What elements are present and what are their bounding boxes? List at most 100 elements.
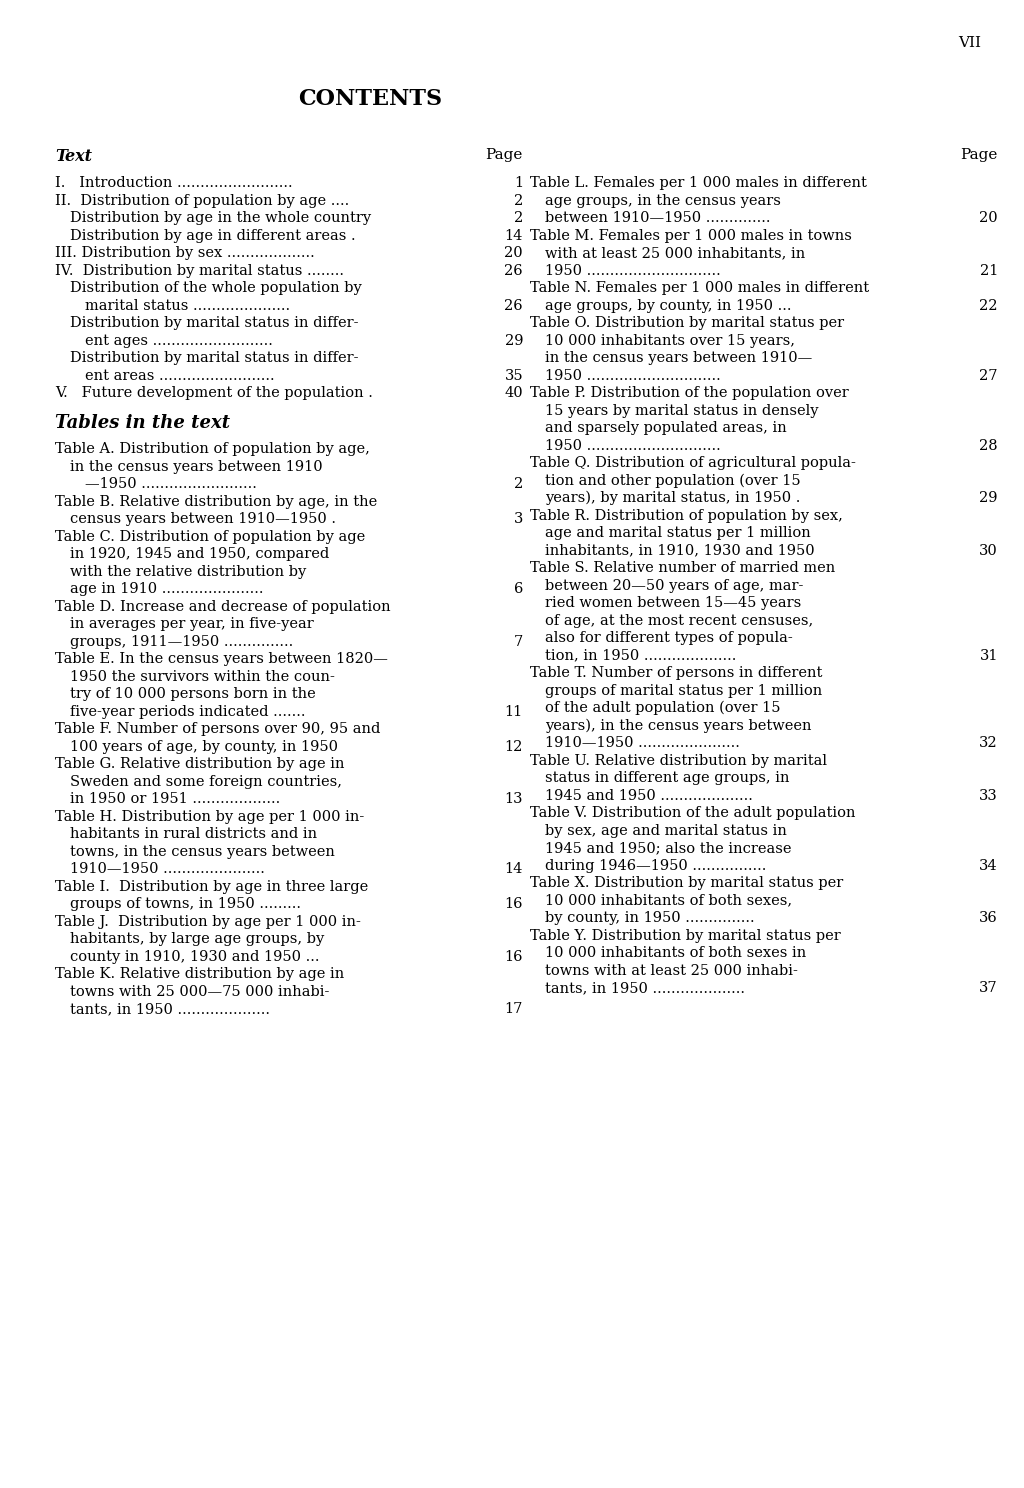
Text: VII: VII bbox=[958, 36, 981, 51]
Text: also for different types of popula-: also for different types of popula- bbox=[545, 631, 793, 644]
Text: Table A. Distribution of population by age,: Table A. Distribution of population by a… bbox=[55, 442, 370, 455]
Text: Table V. Distribution of the adult population: Table V. Distribution of the adult popul… bbox=[530, 806, 855, 820]
Text: Distribution of the whole population by: Distribution of the whole population by bbox=[70, 281, 361, 295]
Text: Table J.  Distribution by age per 1 000 in-: Table J. Distribution by age per 1 000 i… bbox=[55, 915, 360, 929]
Text: groups of towns, in 1950 .........: groups of towns, in 1950 ......... bbox=[70, 897, 301, 911]
Text: towns with 25 000—75 000 inhabi-: towns with 25 000—75 000 inhabi- bbox=[70, 985, 330, 998]
Text: 1950 .............................: 1950 ............................. bbox=[545, 263, 721, 277]
Text: age groups, by county, in 1950 ...: age groups, by county, in 1950 ... bbox=[545, 299, 792, 312]
Text: 1950 the survivors within the coun-: 1950 the survivors within the coun- bbox=[70, 670, 335, 683]
Text: Table P. Distribution of the population over: Table P. Distribution of the population … bbox=[530, 385, 849, 400]
Text: 22: 22 bbox=[980, 299, 998, 312]
Text: II.  Distribution of population by age ....: II. Distribution of population by age ..… bbox=[55, 193, 349, 207]
Text: in 1950 or 1951 ...................: in 1950 or 1951 ................... bbox=[70, 792, 281, 806]
Text: Table Q. Distribution of agricultural popula-: Table Q. Distribution of agricultural po… bbox=[530, 455, 856, 470]
Text: Distribution by age in different areas .: Distribution by age in different areas . bbox=[70, 229, 355, 243]
Text: Table S. Relative number of married men: Table S. Relative number of married men bbox=[530, 561, 836, 574]
Text: Distribution by marital status in differ-: Distribution by marital status in differ… bbox=[70, 351, 358, 365]
Text: Table T. Number of persons in different: Table T. Number of persons in different bbox=[530, 667, 822, 680]
Text: 12: 12 bbox=[505, 740, 523, 753]
Text: Table L. Females per 1 000 males in different: Table L. Females per 1 000 males in diff… bbox=[530, 176, 867, 190]
Text: status in different age groups, in: status in different age groups, in bbox=[545, 771, 790, 786]
Text: 20: 20 bbox=[505, 246, 523, 260]
Text: 2: 2 bbox=[514, 193, 523, 207]
Text: and sparsely populated areas, in: and sparsely populated areas, in bbox=[545, 421, 786, 434]
Text: 10 000 inhabitants over 15 years,: 10 000 inhabitants over 15 years, bbox=[545, 333, 795, 348]
Text: try of 10 000 persons born in the: try of 10 000 persons born in the bbox=[70, 687, 315, 701]
Text: in averages per year, in five-year: in averages per year, in five-year bbox=[70, 618, 313, 631]
Text: Table B. Relative distribution by age, in the: Table B. Relative distribution by age, i… bbox=[55, 494, 377, 509]
Text: inhabitants, in 1910, 1930 and 1950: inhabitants, in 1910, 1930 and 1950 bbox=[545, 543, 815, 558]
Text: 100 years of age, by county, in 1950: 100 years of age, by county, in 1950 bbox=[70, 740, 338, 753]
Text: of the adult population (over 15: of the adult population (over 15 bbox=[545, 701, 780, 716]
Text: Table N. Females per 1 000 males in different: Table N. Females per 1 000 males in diff… bbox=[530, 281, 869, 295]
Text: 29: 29 bbox=[505, 333, 523, 348]
Text: Sweden and some foreign countries,: Sweden and some foreign countries, bbox=[70, 774, 342, 789]
Text: 32: 32 bbox=[979, 737, 998, 750]
Text: 16: 16 bbox=[505, 949, 523, 964]
Text: towns, in the census years between: towns, in the census years between bbox=[70, 845, 335, 859]
Text: Table C. Distribution of population by age: Table C. Distribution of population by a… bbox=[55, 530, 366, 543]
Text: 2: 2 bbox=[514, 211, 523, 225]
Text: 2: 2 bbox=[514, 478, 523, 491]
Text: 1945 and 1950; also the increase: 1945 and 1950; also the increase bbox=[545, 841, 792, 856]
Text: Table Y. Distribution by marital status per: Table Y. Distribution by marital status … bbox=[530, 929, 841, 942]
Text: 11: 11 bbox=[505, 704, 523, 719]
Text: 29: 29 bbox=[980, 491, 998, 504]
Text: —1950 .........................: —1950 ......................... bbox=[85, 478, 257, 491]
Text: 6: 6 bbox=[514, 582, 523, 597]
Text: Table I.  Distribution by age in three large: Table I. Distribution by age in three la… bbox=[55, 879, 369, 893]
Text: 1910—1950 ......................: 1910—1950 ...................... bbox=[70, 862, 265, 876]
Text: 1910—1950 ......................: 1910—1950 ...................... bbox=[545, 737, 740, 750]
Text: habitants in rural districts and in: habitants in rural districts and in bbox=[70, 827, 317, 841]
Text: Distribution by marital status in differ-: Distribution by marital status in differ… bbox=[70, 315, 358, 330]
Text: age groups, in the census years: age groups, in the census years bbox=[545, 193, 781, 207]
Text: tion, in 1950 ....................: tion, in 1950 .................... bbox=[545, 649, 736, 662]
Text: 20: 20 bbox=[979, 211, 998, 225]
Text: 35: 35 bbox=[505, 369, 523, 382]
Text: 3: 3 bbox=[514, 512, 523, 525]
Text: 1: 1 bbox=[514, 176, 523, 190]
Text: Table F. Number of persons over 90, 95 and: Table F. Number of persons over 90, 95 a… bbox=[55, 722, 380, 737]
Text: towns with at least 25 000 inhabi-: towns with at least 25 000 inhabi- bbox=[545, 964, 798, 978]
Text: in 1920, 1945 and 1950, compared: in 1920, 1945 and 1950, compared bbox=[70, 548, 330, 561]
Text: 1945 and 1950 ....................: 1945 and 1950 .................... bbox=[545, 789, 753, 802]
Text: Table O. Distribution by marital status per: Table O. Distribution by marital status … bbox=[530, 315, 844, 330]
Text: in the census years between 1910: in the census years between 1910 bbox=[70, 460, 323, 473]
Text: 28: 28 bbox=[979, 439, 998, 452]
Text: tion and other population (over 15: tion and other population (over 15 bbox=[545, 473, 801, 488]
Text: years), by marital status, in 1950 .: years), by marital status, in 1950 . bbox=[545, 491, 801, 506]
Text: years), in the census years between: years), in the census years between bbox=[545, 719, 811, 734]
Text: 10 000 inhabitants of both sexes in: 10 000 inhabitants of both sexes in bbox=[545, 946, 806, 960]
Text: 31: 31 bbox=[980, 649, 998, 662]
Text: five-year periods indicated .......: five-year periods indicated ....... bbox=[70, 704, 305, 719]
Text: with at least 25 000 inhabitants, in: with at least 25 000 inhabitants, in bbox=[545, 246, 805, 260]
Text: 15 years by marital status in densely: 15 years by marital status in densely bbox=[545, 403, 818, 418]
Text: Tables in the text: Tables in the text bbox=[55, 414, 230, 432]
Text: 7: 7 bbox=[514, 634, 523, 649]
Text: Table H. Distribution by age per 1 000 in-: Table H. Distribution by age per 1 000 i… bbox=[55, 809, 365, 823]
Text: 37: 37 bbox=[979, 981, 998, 995]
Text: with the relative distribution by: with the relative distribution by bbox=[70, 564, 306, 579]
Text: groups of marital status per 1 million: groups of marital status per 1 million bbox=[545, 683, 822, 698]
Text: IV.  Distribution by marital status ........: IV. Distribution by marital status .....… bbox=[55, 263, 344, 277]
Text: 34: 34 bbox=[979, 859, 998, 872]
Text: of age, at the most recent censuses,: of age, at the most recent censuses, bbox=[545, 613, 813, 628]
Text: Table U. Relative distribution by marital: Table U. Relative distribution by marita… bbox=[530, 753, 827, 768]
Text: Distribution by age in the whole country: Distribution by age in the whole country bbox=[70, 211, 371, 225]
Text: 14: 14 bbox=[505, 229, 523, 243]
Text: 17: 17 bbox=[505, 1001, 523, 1016]
Text: 36: 36 bbox=[979, 911, 998, 926]
Text: ent ages ..........................: ent ages .......................... bbox=[85, 333, 272, 348]
Text: 16: 16 bbox=[505, 897, 523, 911]
Text: age in 1910 ......................: age in 1910 ...................... bbox=[70, 582, 263, 597]
Text: Table G. Relative distribution by age in: Table G. Relative distribution by age in bbox=[55, 757, 344, 771]
Text: age and marital status per 1 million: age and marital status per 1 million bbox=[545, 525, 811, 540]
Text: I.   Introduction .........................: I. Introduction ........................… bbox=[55, 176, 293, 190]
Text: in the census years between 1910—: in the census years between 1910— bbox=[545, 351, 812, 365]
Text: 30: 30 bbox=[979, 543, 998, 558]
Text: census years between 1910—1950 .: census years between 1910—1950 . bbox=[70, 512, 336, 525]
Text: between 20—50 years of age, mar-: between 20—50 years of age, mar- bbox=[545, 579, 804, 592]
Text: between 1910—1950 ..............: between 1910—1950 .............. bbox=[545, 211, 770, 225]
Text: groups, 1911—1950 ...............: groups, 1911—1950 ............... bbox=[70, 634, 293, 649]
